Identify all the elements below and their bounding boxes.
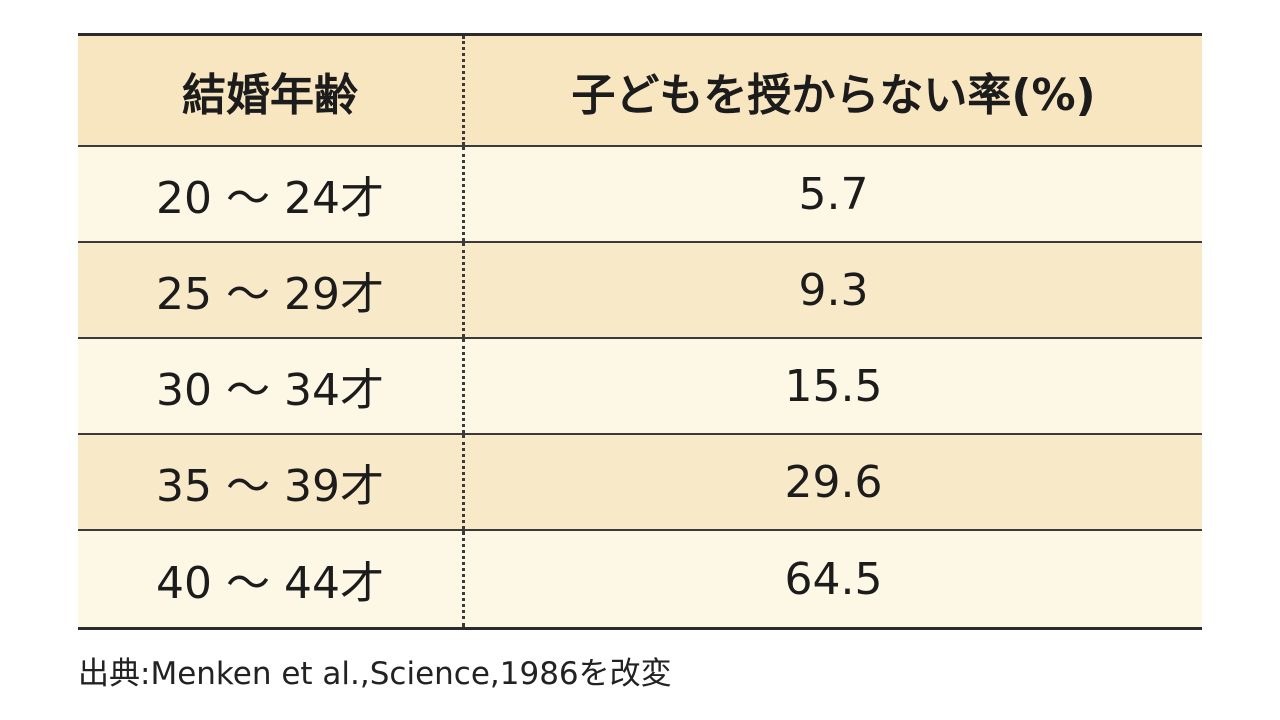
table-cell: 15.5 — [784, 360, 883, 412]
header-row: 結婚年齢 子どもを授からない率(%) — [78, 36, 1202, 147]
table-row: 40 〜 44才 64.5 — [78, 531, 1202, 627]
table-cell: 20 〜 24才 — [78, 147, 465, 241]
table-cell: 25 〜 29才 — [78, 243, 465, 337]
source-note: 出典:Menken et al.,Science,1986を改変 — [78, 656, 672, 692]
table-cell: 35 〜 39才 — [78, 435, 465, 529]
table-cell: 30 〜 34才 — [78, 339, 465, 433]
table-cell: 40 〜 44才 — [78, 531, 465, 627]
table-cell: 9.3 — [798, 264, 869, 316]
table-row: 35 〜 39才 29.6 — [78, 435, 1202, 531]
header-cell: 結婚年齢 — [78, 36, 465, 145]
table: 結婚年齢 子どもを授からない率(%) 20 〜 24才 5.7 25 〜 29才 9.3 3… — [78, 33, 1202, 630]
table-cell: 64.5 — [784, 553, 883, 605]
table-row: 30 〜 34才 15.5 — [78, 339, 1202, 435]
table-row: 20 〜 24才 5.7 — [78, 147, 1202, 243]
table-cell: 29.6 — [784, 456, 883, 508]
header-cell: 子どもを授からない率(%) — [571, 69, 1096, 121]
table-cell: 5.7 — [798, 168, 869, 220]
table-row: 25 〜 29才 9.3 — [78, 243, 1202, 339]
